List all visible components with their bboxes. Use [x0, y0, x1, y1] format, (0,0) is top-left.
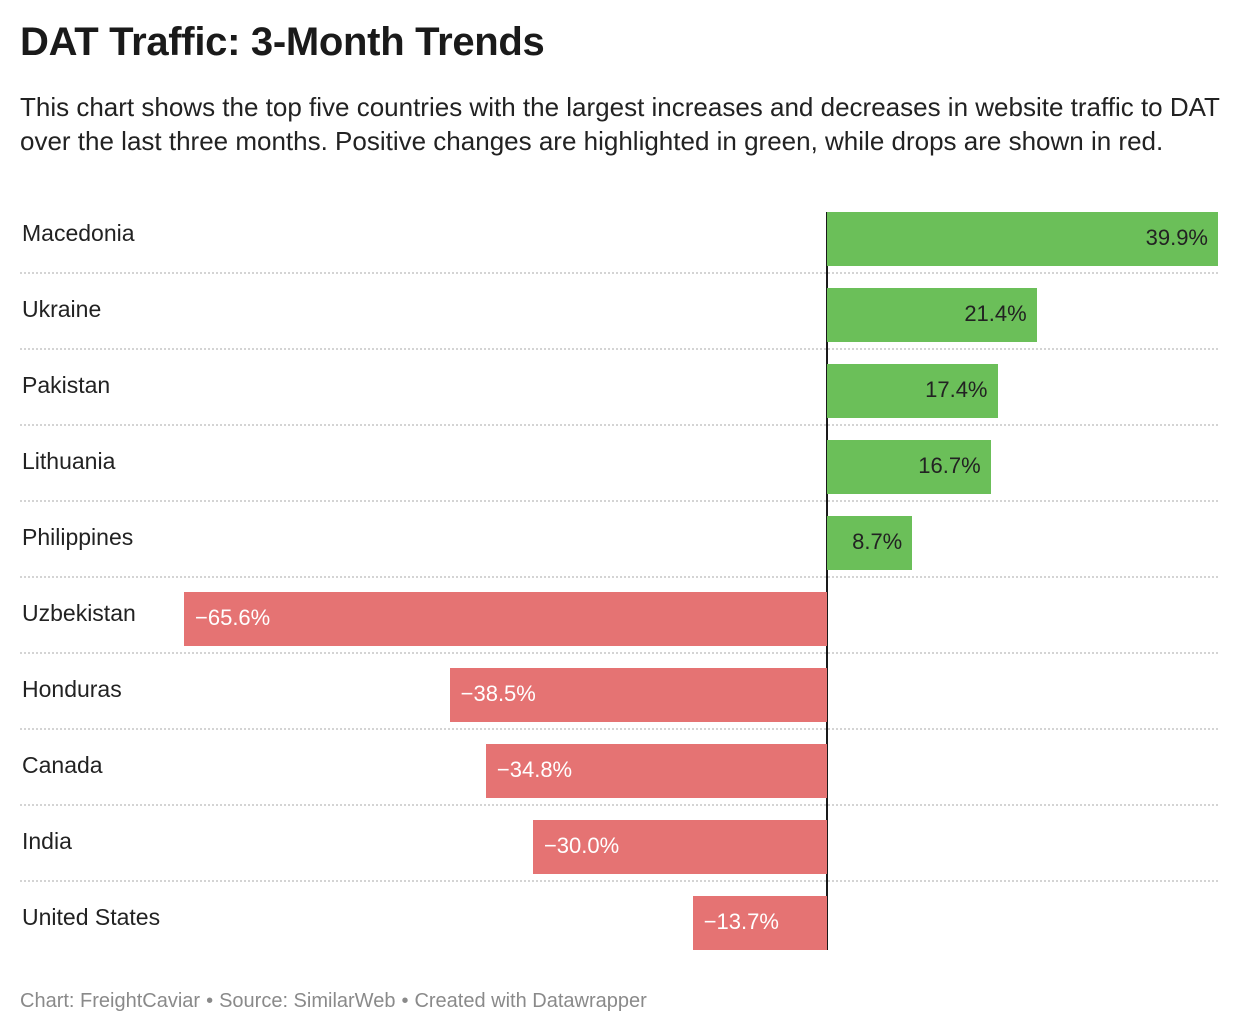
footer-created-with: Created with Datawrapper — [414, 990, 647, 1012]
category-label: Honduras — [22, 676, 122, 702]
bar-row: Canada −34.8% — [20, 730, 1218, 806]
bar — [827, 288, 1037, 342]
category-label: Uzbekistan — [22, 600, 136, 626]
chart-description: This chart shows the top five countries … — [20, 92, 1220, 156]
bar — [485, 744, 827, 798]
category-label: Lithuania — [22, 448, 116, 474]
bar — [449, 668, 827, 722]
data-label: −38.5% — [460, 681, 536, 706]
bar-row: Macedonia 39.9% — [20, 198, 1218, 274]
footer-separator: • — [206, 990, 214, 1012]
bar-chart: Macedonia 39.9% Ukraine 21.4% Pakistan 17.4% L… — [0, 198, 1240, 958]
bar — [532, 820, 827, 874]
data-label: −13.7% — [703, 909, 779, 934]
category-label: Pakistan — [22, 372, 111, 398]
data-label: 16.7% — [918, 453, 981, 478]
bar — [827, 364, 998, 418]
data-label: −65.6% — [195, 605, 271, 630]
footer-separator: • — [401, 990, 409, 1012]
data-label: −34.8% — [496, 757, 573, 782]
category-label: Macedonia — [22, 220, 135, 246]
bar — [692, 896, 827, 950]
bar — [827, 516, 913, 570]
chart-footer: Chart: FreightCaviar • Source: SimilarWeb •… — [20, 990, 647, 1013]
bar-row: Lithuania 16.7% — [20, 426, 1218, 502]
data-label: 17.4% — [925, 377, 988, 402]
bar-row: United States −13.7% — [20, 882, 1218, 958]
bar-row: Uzbekistan −65.6% — [20, 578, 1218, 654]
category-label: United States — [22, 904, 161, 930]
bar — [184, 592, 827, 646]
footer-source: Source: SimilarWeb — [219, 990, 396, 1012]
category-label: Canada — [22, 752, 103, 778]
data-label: −30.0% — [543, 833, 620, 858]
bar — [827, 212, 1218, 266]
bar-row: Honduras −38.5% — [20, 654, 1218, 730]
footer-chart-credit: Chart: FreightCaviar — [20, 990, 201, 1012]
zero-axis-line — [826, 212, 828, 950]
bar-row: Philippines 8.7% — [20, 502, 1218, 578]
category-label: Ukraine — [22, 296, 102, 322]
data-label: 21.4% — [964, 301, 1027, 326]
bar-row: Ukraine 21.4% — [20, 274, 1218, 350]
data-label: 39.9% — [1145, 225, 1208, 250]
bar-row: India −30.0% — [20, 806, 1218, 882]
bar-row: Pakistan 17.4% — [20, 350, 1218, 426]
category-label: India — [22, 828, 72, 854]
chart-title: DAT Traffic: 3-Month Trends — [20, 20, 545, 64]
category-label: Philippines — [22, 524, 134, 550]
bar — [827, 440, 991, 494]
data-label: 8.7% — [852, 529, 903, 554]
